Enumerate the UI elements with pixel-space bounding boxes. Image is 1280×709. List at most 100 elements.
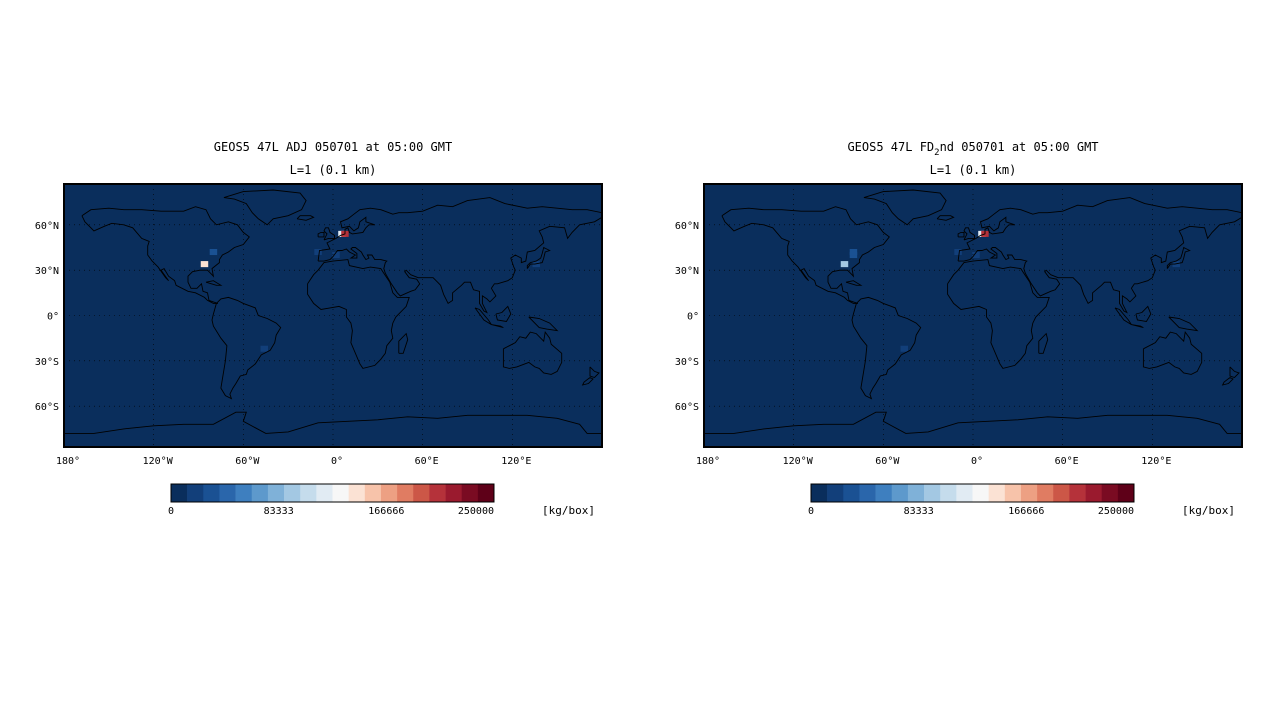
lat-label: 0° — [687, 312, 699, 323]
colorbar-frame — [170, 483, 495, 503]
coastline — [957, 197, 1243, 314]
colorbar-swatch — [445, 484, 462, 502]
coastline — [64, 411, 602, 434]
coastline — [1221, 377, 1234, 386]
colorbar-swatch — [187, 484, 204, 502]
colorbar-swatch — [477, 484, 495, 502]
panel-subtitle: L=1 (0.1 km) — [290, 163, 377, 177]
colorbar-tick-label: 166666 — [368, 506, 404, 517]
data-cell — [849, 252, 858, 259]
colorbar-tick-label: 83333 — [904, 506, 934, 517]
coastline — [526, 246, 551, 269]
coastline — [704, 411, 1242, 434]
data-cell — [840, 261, 849, 268]
lat-label: 30°N — [35, 266, 59, 277]
lat-label: 60°S — [675, 402, 699, 413]
coastline — [581, 377, 594, 386]
lat-label: 30°S — [35, 357, 59, 368]
coastline — [1142, 330, 1203, 375]
colorbar-swatch — [956, 484, 973, 502]
colorbar-swatch — [429, 484, 446, 502]
colorbar: 0 83333 166666 250000 [kg/box] — [168, 483, 595, 517]
lon-label: 0° — [971, 456, 983, 467]
panel-right: GEOS5 47L FD2nd 050701 at 05:00 GMT L=1 … — [675, 140, 1243, 517]
map-frame — [703, 183, 1243, 448]
map-background — [64, 184, 602, 447]
coastline — [963, 227, 975, 241]
colorbar-swatch — [940, 484, 957, 502]
colorbar-swatch — [203, 484, 220, 502]
data-cell — [849, 248, 858, 256]
data-cell — [260, 345, 268, 352]
colorbar-swatch — [397, 484, 414, 502]
panel-subtitle: L=1 (0.1 km) — [930, 163, 1017, 177]
colorbar-swatch — [171, 484, 188, 502]
lat-label: 30°N — [675, 266, 699, 277]
colorbar-tick-label: 250000 — [458, 506, 494, 517]
lon-label: 120°W — [783, 456, 814, 467]
colorbar-tick-label: 166666 — [1008, 506, 1044, 517]
coastline — [589, 366, 600, 379]
colorbar-swatch — [924, 484, 941, 502]
data-cell — [954, 248, 962, 256]
data-cell — [972, 252, 980, 259]
colorbar-swatch — [219, 484, 236, 502]
coastline — [863, 189, 947, 226]
coastline — [1131, 324, 1144, 329]
colorbar-swatch — [284, 484, 301, 502]
colorbar-swatch — [251, 484, 269, 502]
colorbar-swatch — [1004, 484, 1022, 502]
colorbar-tick-label: 0 — [808, 506, 814, 517]
colorbar-swatch — [811, 484, 828, 502]
colorbar-swatch — [843, 484, 860, 502]
coastline — [1168, 316, 1199, 332]
lon-label: 120°E — [501, 456, 531, 467]
coastline — [474, 307, 492, 325]
coastline — [211, 296, 282, 400]
map-frame — [63, 183, 603, 448]
colorbar: 0 83333 166666 250000 [kg/box] — [808, 483, 1235, 517]
lat-label: 60°N — [35, 221, 59, 232]
colorbar-frame — [810, 483, 1135, 503]
lon-label: 60°E — [415, 456, 439, 467]
coastline — [317, 197, 603, 314]
data-cell — [314, 248, 322, 256]
coastline — [491, 324, 504, 329]
data-cell — [200, 261, 209, 268]
coastline — [495, 305, 512, 322]
panel-title: GEOS5 47L ADJ 050701 at 05:00 GMT — [214, 140, 452, 154]
map-area: 60°N 30°N 0° 30°S 60°S 180° 120°W 60°W 0° 60°E 120… — [35, 183, 603, 467]
colorbar-swatch — [413, 484, 430, 502]
colorbar-swatch — [1037, 484, 1054, 502]
lat-label: 0° — [47, 312, 59, 323]
lon-label: 60°W — [235, 456, 260, 467]
coastline — [947, 259, 1050, 369]
colorbar-swatch — [907, 484, 925, 502]
colorbar-swatch — [891, 484, 909, 502]
colorbar-swatch — [348, 484, 366, 502]
colorbar-swatch — [827, 484, 844, 502]
coastline — [1114, 307, 1132, 325]
coastline — [223, 189, 307, 226]
coastline — [851, 296, 922, 400]
coastline — [81, 206, 250, 304]
data-cell — [209, 248, 218, 256]
colorbar-swatch — [461, 484, 479, 502]
coastline — [1229, 366, 1240, 379]
colorbar-swatch — [1020, 484, 1038, 502]
map-background — [704, 184, 1242, 447]
lat-label: 30°S — [675, 357, 699, 368]
lat-label: 60°N — [675, 221, 699, 232]
colorbar-swatch — [859, 484, 876, 502]
coastline — [1166, 246, 1191, 269]
colorbar-tick-label: 83333 — [264, 506, 294, 517]
coastline — [323, 227, 335, 241]
coastline — [936, 215, 955, 221]
lon-label: 60°W — [875, 456, 900, 467]
lon-label: 180° — [696, 456, 720, 467]
colorbar-swatch — [1069, 484, 1086, 502]
coastline — [721, 206, 890, 304]
coastline — [307, 259, 410, 369]
coastline — [957, 231, 965, 238]
